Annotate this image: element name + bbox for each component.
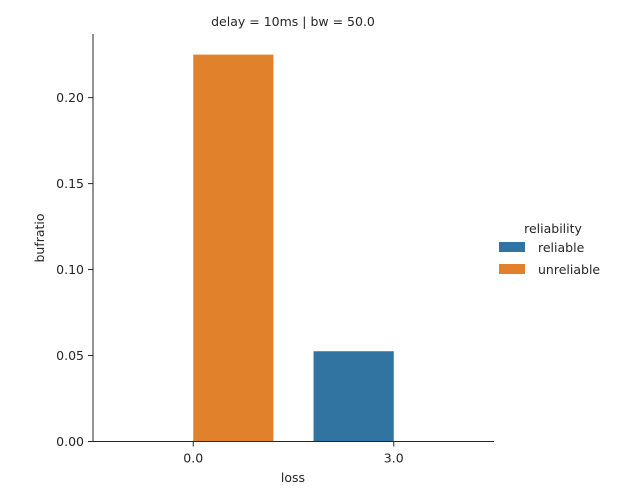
y-tick-label: 0.00: [56, 434, 84, 449]
legend-items: reliable unreliable: [499, 240, 600, 277]
y-tick-label: 0.20: [56, 90, 84, 105]
bar-reliable-3.0: [313, 351, 394, 442]
x-axis-ticks: 0.0 3.0: [183, 441, 404, 466]
chart-title: delay = 10ms | bw = 50.0: [211, 14, 375, 29]
legend: reliability reliable unreliable: [499, 221, 600, 277]
x-tick-label: 0.0: [183, 451, 203, 466]
y-axis-label: bufratio: [32, 213, 47, 262]
legend-label-unreliable: unreliable: [538, 262, 600, 277]
bar-unreliable-0.0: [193, 54, 274, 442]
x-axis-label: loss: [281, 470, 305, 485]
legend-title: reliability: [524, 221, 582, 236]
legend-swatch-reliable: [499, 242, 525, 252]
y-tick-label: 0.05: [56, 348, 84, 363]
y-tick-label: 0.10: [56, 262, 84, 277]
legend-swatch-unreliable: [499, 264, 525, 274]
legend-label-reliable: reliable: [538, 240, 585, 255]
bars-group: [193, 54, 394, 442]
x-tick-label: 3.0: [384, 451, 404, 466]
y-axis-ticks: 0.00 0.05 0.10 0.15 0.20: [56, 90, 93, 449]
y-tick-label: 0.15: [56, 176, 84, 191]
